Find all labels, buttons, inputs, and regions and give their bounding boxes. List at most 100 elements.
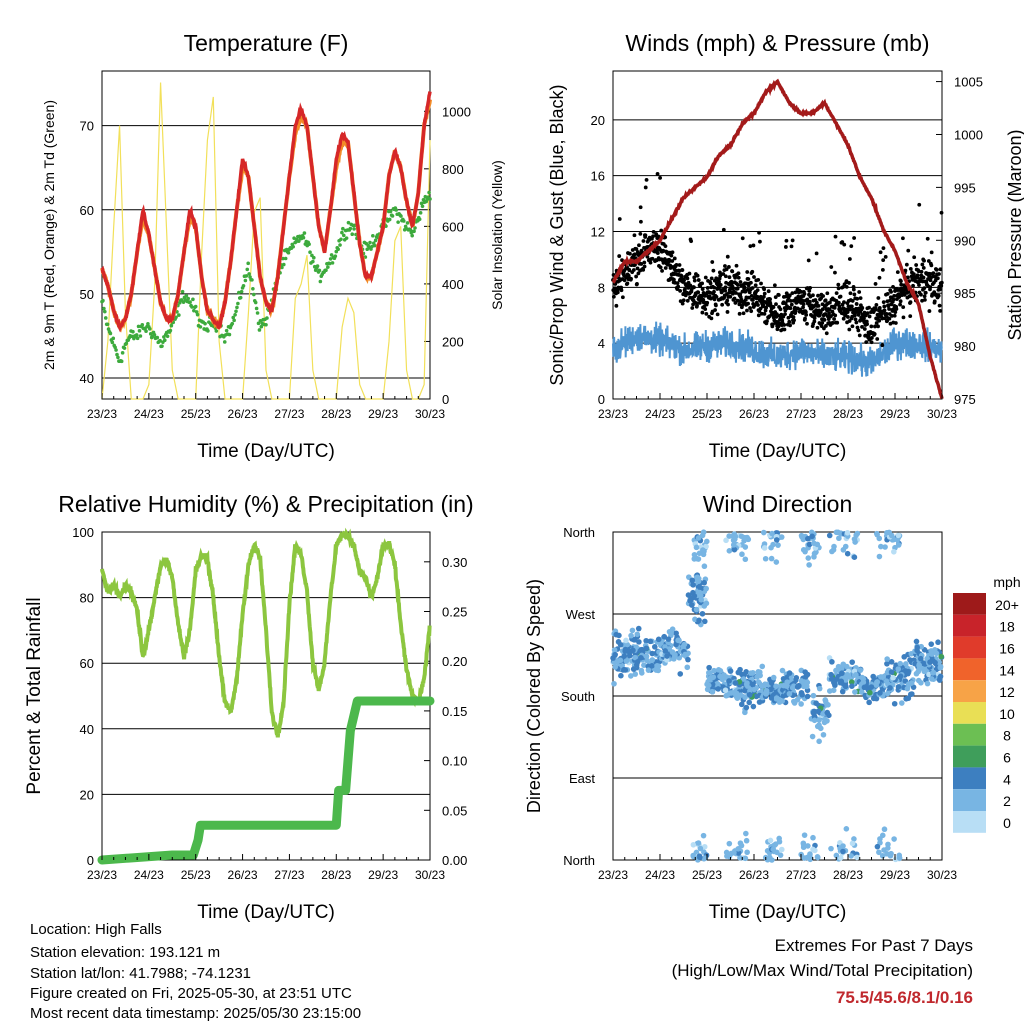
direction-point <box>881 826 888 833</box>
direction-point <box>852 689 858 695</box>
x-axis-title: Time (Day/UTC) <box>709 902 847 923</box>
direction-point <box>692 616 698 623</box>
dewpoint-point <box>258 319 263 323</box>
legend-label: 10 <box>999 706 1015 722</box>
direction-point <box>635 625 642 632</box>
direction-point <box>936 659 943 666</box>
gust-point <box>872 332 877 336</box>
direction-point <box>811 709 818 715</box>
dewpoint-point <box>224 328 229 333</box>
dewpoint-point <box>341 226 345 231</box>
dewpoint-point <box>102 306 106 311</box>
direction-point <box>682 651 689 658</box>
direction-point <box>733 690 740 697</box>
x-tick-label: 27/23 <box>274 868 304 882</box>
direction-point <box>737 854 743 861</box>
x-tick-label: 25/23 <box>692 868 722 882</box>
y2-tick-label: 990 <box>954 233 976 248</box>
dewpoint-point <box>193 304 198 309</box>
y2-tick-label: 980 <box>954 339 976 354</box>
direction-point <box>697 592 704 599</box>
direction-point <box>895 666 902 672</box>
direction-point <box>724 853 730 859</box>
gust-point <box>900 236 905 241</box>
direction-point <box>878 543 884 550</box>
direction-point <box>665 636 672 642</box>
y2-tick-label: 995 <box>954 180 976 195</box>
direction-point <box>897 673 904 679</box>
direction-point <box>853 672 859 678</box>
direction-point <box>693 544 700 551</box>
gust-point <box>901 315 906 320</box>
gust-point <box>750 286 755 290</box>
gust-point <box>641 267 646 272</box>
gust-point <box>917 202 922 207</box>
gust-point <box>862 327 867 331</box>
direction-point <box>690 841 697 848</box>
direction-point <box>735 669 742 676</box>
gust-point <box>847 257 852 261</box>
dewpoint-point <box>352 227 356 231</box>
direction-point <box>726 533 732 539</box>
gust-point <box>919 269 924 274</box>
gust-point <box>619 288 624 293</box>
gust-point <box>710 260 715 264</box>
direction-point <box>618 672 624 679</box>
direction-point <box>810 834 816 841</box>
plot-frame-humidity <box>101 531 431 861</box>
direction-point <box>844 550 851 557</box>
direction-point <box>888 669 895 675</box>
direction-point <box>647 638 654 645</box>
direction-point <box>916 666 922 673</box>
dewpoint-point <box>110 340 115 345</box>
direction-point <box>851 554 858 561</box>
direction-point <box>799 691 805 698</box>
direction-point <box>858 689 865 695</box>
direction-point <box>844 529 851 536</box>
direction-point <box>884 669 891 676</box>
dewpoint-point <box>338 243 342 247</box>
direction-point <box>677 671 684 677</box>
direction-point <box>626 652 633 659</box>
gust-point <box>695 273 700 278</box>
direction-point <box>913 670 920 677</box>
gust-point <box>764 305 769 310</box>
dewpoint-point <box>114 348 118 352</box>
gust-point <box>786 315 791 320</box>
dewpoint-point <box>336 247 340 252</box>
gust-point <box>690 306 695 310</box>
gust-point <box>778 307 783 312</box>
direction-point <box>894 536 901 543</box>
direction-point <box>717 673 723 680</box>
gust-point <box>892 293 897 298</box>
y2-tick-label: 1000 <box>954 127 983 142</box>
gust-point <box>920 262 925 267</box>
legend-swatch <box>953 789 986 811</box>
gust-point <box>704 311 709 316</box>
gust-point <box>696 278 701 282</box>
gust-point <box>740 303 745 308</box>
gust-point <box>922 297 927 302</box>
gust-point <box>921 266 926 270</box>
direction-point <box>760 529 767 536</box>
y2-tick-label: 600 <box>442 219 464 234</box>
dewpoint-point <box>256 321 261 326</box>
dewpoint-point <box>169 323 174 328</box>
direction-point <box>755 679 762 685</box>
gust-point <box>687 271 692 276</box>
direction-point <box>857 667 864 673</box>
gust-point <box>761 303 766 308</box>
gust-point <box>926 259 931 263</box>
y-tick-label: 60 <box>80 656 94 671</box>
direction-point <box>890 674 896 681</box>
gust-point <box>858 296 863 301</box>
gust-point <box>895 270 900 275</box>
direction-point <box>744 680 750 686</box>
direction-point <box>645 667 652 673</box>
dewpoint-point <box>427 190 431 195</box>
gust-point <box>723 285 728 290</box>
dewpoint-point <box>257 328 262 332</box>
dewpoint-point <box>339 237 343 242</box>
direction-point <box>698 596 705 603</box>
gust-point <box>847 319 852 323</box>
